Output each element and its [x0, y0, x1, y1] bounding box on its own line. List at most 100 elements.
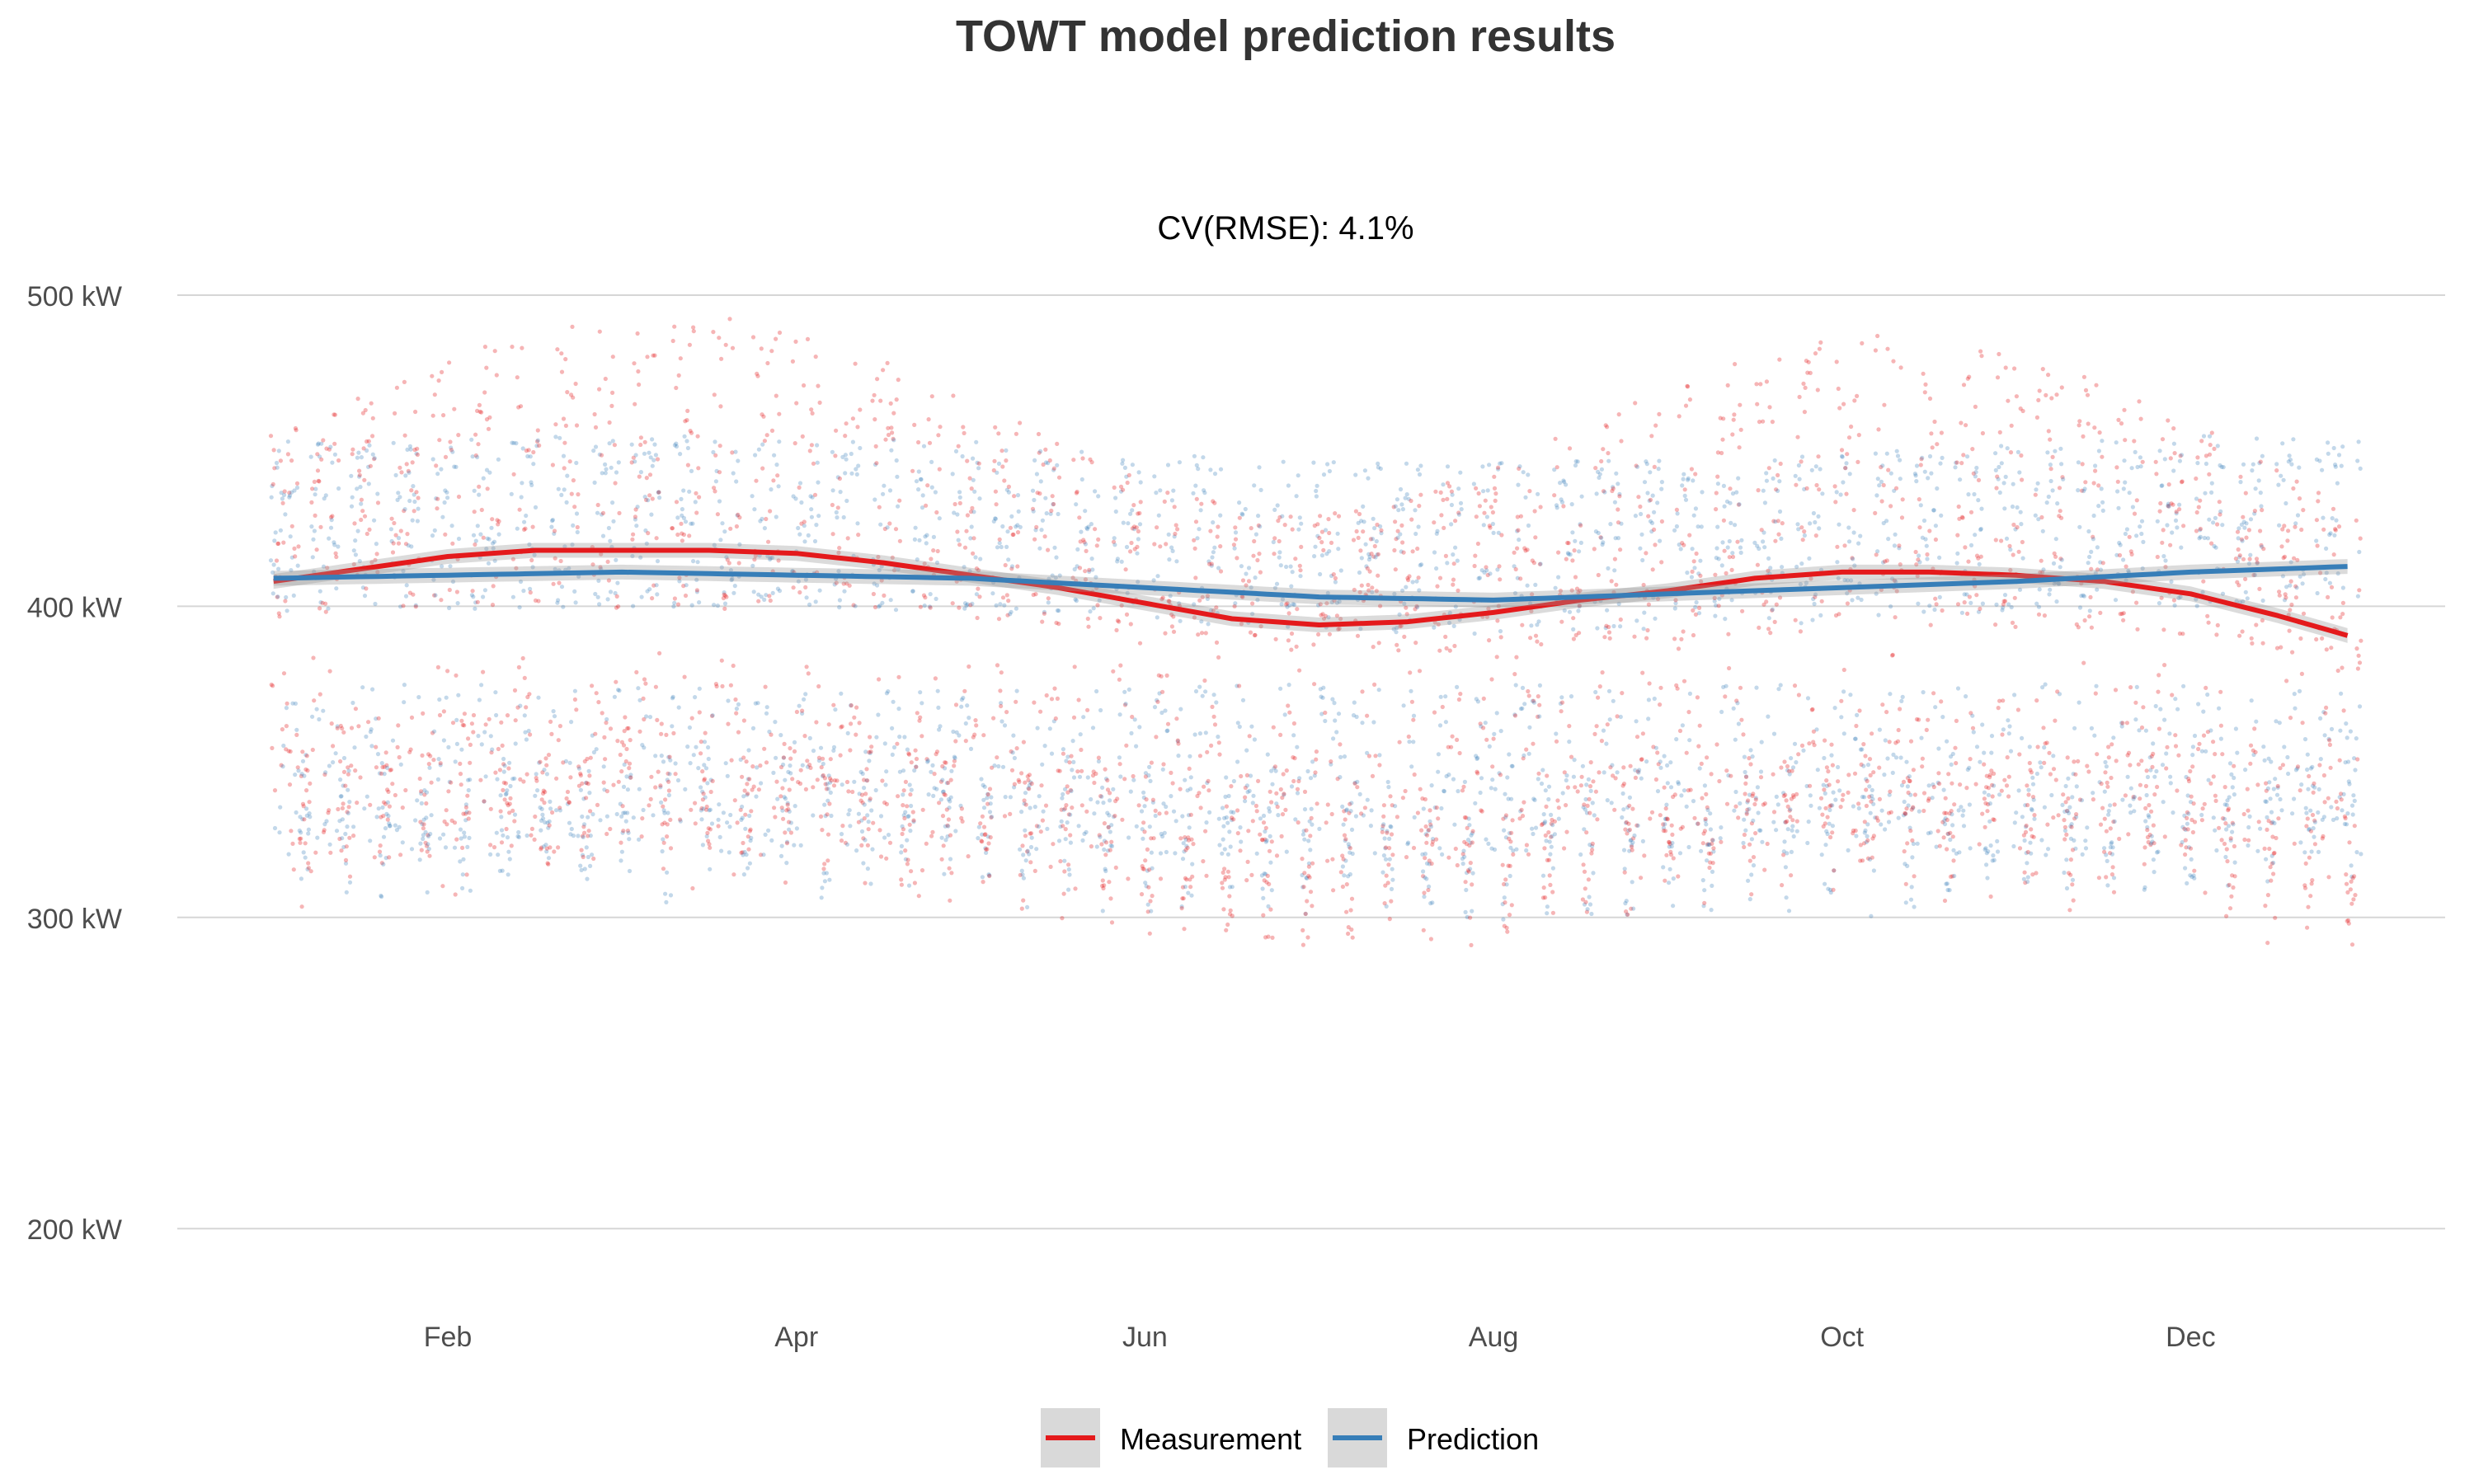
measurement-point	[1141, 820, 1146, 825]
measurement-point	[1709, 772, 1714, 777]
prediction-point	[1655, 500, 1660, 505]
measurement-point	[736, 730, 741, 735]
prediction-point	[1080, 838, 1085, 843]
measurement-point	[698, 751, 703, 756]
measurement-point	[366, 439, 371, 444]
prediction-point	[1220, 805, 1225, 810]
prediction-point	[273, 530, 278, 535]
prediction-point	[1421, 806, 1426, 811]
prediction-point	[1277, 550, 1282, 555]
measurement-point	[678, 356, 683, 361]
prediction-point	[311, 537, 316, 542]
prediction-point	[1126, 835, 1131, 840]
measurement-point	[1419, 828, 1424, 833]
measurement-point	[1175, 527, 1180, 532]
measurement-point	[865, 843, 870, 848]
measurement-point	[390, 550, 396, 555]
measurement-point	[545, 861, 550, 866]
prediction-point	[857, 791, 862, 796]
measurement-point	[289, 458, 294, 463]
measurement-point	[406, 468, 411, 473]
measurement-point	[1027, 773, 1032, 777]
prediction-point	[734, 479, 739, 484]
prediction-point	[689, 468, 694, 474]
measurement-point	[1227, 894, 1232, 899]
prediction-point	[1427, 819, 1432, 824]
measurement-point	[606, 578, 612, 583]
measurement-point	[1571, 616, 1576, 621]
measurement-point	[1160, 595, 1165, 600]
measurement-point	[1375, 522, 1380, 528]
measurement-point	[1309, 815, 1314, 821]
measurement-point	[965, 458, 970, 463]
prediction-point	[1715, 524, 1720, 529]
prediction-point	[1639, 776, 1644, 781]
measurement-point	[1239, 773, 1244, 779]
measurement-point	[812, 492, 818, 497]
measurement-point	[1170, 781, 1175, 786]
prediction-point	[670, 696, 675, 701]
measurement-point	[788, 756, 793, 761]
measurement-point	[967, 476, 972, 481]
measurement-point	[1618, 547, 1623, 552]
prediction-point	[1446, 773, 1451, 777]
measurement-point	[1220, 881, 1225, 885]
prediction-point	[1302, 837, 1307, 842]
measurement-point	[1531, 741, 1536, 746]
measurement-point	[1467, 843, 1472, 848]
measurement-point	[456, 494, 462, 500]
measurement-point	[1683, 403, 1689, 408]
prediction-point	[1612, 568, 1617, 573]
measurement-point	[797, 485, 802, 491]
measurement-point	[690, 885, 695, 891]
measurement-point	[651, 583, 656, 588]
prediction-point	[1536, 619, 1541, 624]
prediction-point	[349, 504, 355, 509]
prediction-point	[1014, 688, 1019, 693]
measurement-point	[862, 816, 867, 821]
prediction-point	[1387, 857, 1392, 862]
measurement-point	[1733, 804, 1738, 809]
measurement-point	[1046, 596, 1051, 601]
prediction-point	[591, 448, 596, 453]
measurement-point	[985, 847, 990, 852]
prediction-point	[1419, 562, 1424, 567]
prediction-point	[1747, 806, 1752, 811]
prediction-point	[971, 510, 976, 514]
measurement-point	[1131, 524, 1137, 529]
prediction-point	[326, 606, 331, 611]
measurement-point	[976, 461, 981, 466]
prediction-point	[1260, 886, 1265, 891]
prediction-point	[1246, 566, 1252, 571]
measurement-point	[1785, 763, 1790, 769]
prediction-point	[1381, 853, 1386, 858]
measurement-point	[678, 817, 683, 822]
measurement-point	[809, 407, 814, 412]
measurement-point	[1699, 761, 1704, 767]
prediction-point	[854, 848, 859, 853]
measurement-point	[1606, 624, 1611, 630]
measurement-point	[1647, 681, 1652, 686]
measurement-point	[1520, 622, 1525, 627]
measurement-point	[1825, 815, 1830, 819]
prediction-point	[874, 735, 879, 740]
prediction-point	[1496, 467, 1501, 472]
prediction-point	[1308, 848, 1313, 852]
prediction-point	[330, 460, 335, 465]
measurement-point	[374, 744, 379, 749]
prediction-point	[1230, 885, 1235, 890]
prediction-point	[1837, 522, 1841, 527]
measurement-point	[625, 829, 631, 834]
prediction-point	[809, 514, 815, 519]
prediction-point	[701, 806, 706, 811]
prediction-point	[905, 747, 910, 752]
measurement-point	[1243, 795, 1248, 800]
prediction-point	[338, 777, 343, 782]
prediction-point	[1247, 788, 1252, 794]
prediction-point	[268, 558, 274, 563]
measurement-point	[1570, 558, 1575, 563]
measurement-point	[321, 829, 327, 835]
prediction-point	[1119, 559, 1124, 564]
measurement-point	[1291, 721, 1296, 726]
prediction-point	[1481, 489, 1486, 494]
